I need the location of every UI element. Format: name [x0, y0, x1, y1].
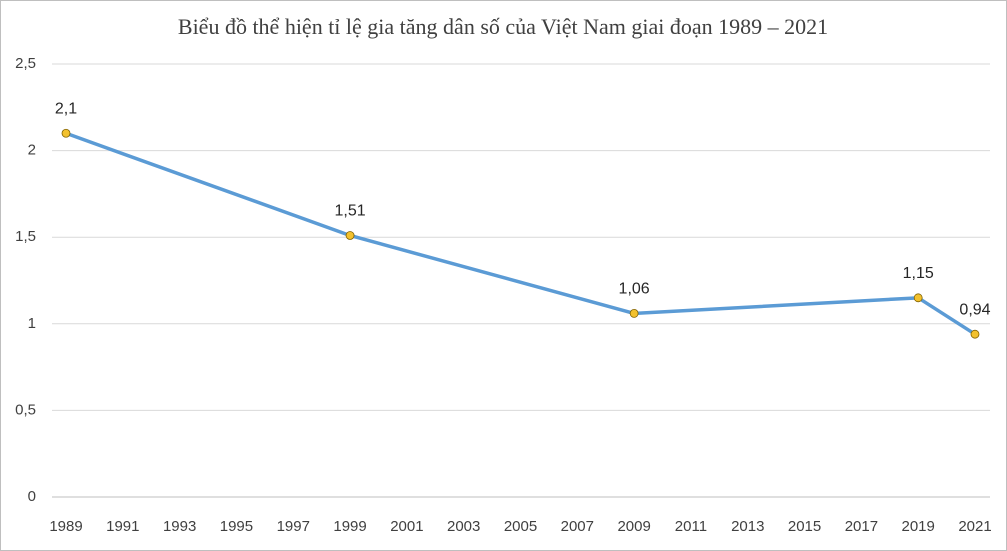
y-tick-label: 2 — [28, 142, 36, 159]
data-label: 1,06 — [619, 281, 650, 298]
data-label: 1,15 — [903, 265, 934, 282]
x-tick-label: 2011 — [675, 518, 707, 535]
x-tick-label: 1995 — [220, 518, 253, 535]
data-label: 0,94 — [959, 301, 990, 318]
data-label: 2,1 — [55, 100, 77, 117]
x-tick-label: 2003 — [447, 518, 480, 535]
x-tick-label: 2001 — [390, 518, 423, 535]
x-tick-label: 2007 — [561, 518, 594, 535]
x-tick-label: 1991 — [106, 518, 139, 535]
data-marker — [913, 293, 923, 303]
y-tick-label: 0,5 — [15, 401, 36, 418]
chart-title: Biểu đồ thể hiện tỉ lệ gia tăng dân số c… — [178, 14, 828, 39]
data-marker — [629, 309, 639, 318]
x-tick-label: 2017 — [845, 518, 878, 535]
x-tick-label: 2015 — [788, 518, 821, 535]
data-marker — [345, 231, 355, 240]
x-tick-label: 2009 — [617, 518, 650, 535]
x-tick-label: 1999 — [333, 518, 366, 535]
y-tick-label: 2,5 — [15, 55, 36, 72]
x-tick-label: 2005 — [504, 518, 537, 535]
data-marker — [61, 128, 71, 138]
data-marker — [970, 329, 980, 339]
x-tick-label: 1997 — [277, 518, 310, 535]
x-tick-label: 2013 — [731, 518, 764, 535]
x-tick-label: 2021 — [958, 518, 991, 535]
y-tick-label: 1 — [28, 315, 36, 332]
x-tick-label: 1993 — [163, 518, 196, 535]
x-tick-label: 1989 — [49, 518, 82, 535]
y-tick-label: 0 — [28, 488, 36, 505]
y-tick-label: 1,5 — [15, 228, 36, 245]
x-tick-label: 2019 — [902, 518, 935, 535]
data-label: 1,51 — [334, 203, 365, 220]
